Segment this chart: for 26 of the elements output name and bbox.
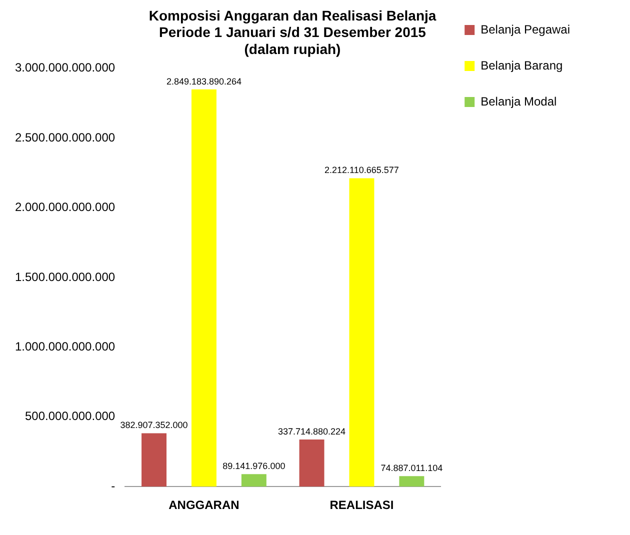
bar [142, 433, 167, 487]
data-label: 2.212.110.665.577 [324, 165, 399, 176]
y-tick-label: - [111, 478, 116, 493]
data-label: 2.849.183.890.264 [166, 76, 242, 86]
bar [349, 178, 374, 487]
bar [191, 89, 216, 487]
legend-label: Belanja Modal [480, 94, 557, 108]
legend-label: Belanja Pegawai [480, 22, 570, 36]
y-tick-label: 1.500.000.000.000 [14, 270, 116, 284]
data-label: 74.887.011.104 [380, 463, 443, 474]
bar [299, 440, 324, 487]
chart-title: Komposisi Anggaran dan Realisasi Belanja [148, 7, 436, 24]
data-label: 89.141.976.000 [222, 461, 286, 472]
x-tick-label: ANGGARAN [168, 498, 240, 512]
y-tick-label: 1.000.000.000.000 [14, 340, 116, 354]
y-tick-label: 2.500.000.000.000 [14, 130, 116, 144]
bar [399, 476, 424, 487]
data-label: 382.907.352.000 [120, 420, 188, 430]
chart-subtitle: Periode 1 Januari s/d 31 Desember 2015 (dalam rupiah) [159, 24, 426, 57]
bar [241, 474, 266, 487]
legend-label: Belanja Barang [480, 58, 563, 72]
y-tick-label: 2.000.000.000.000 [14, 200, 116, 214]
y-tick-label: 3.000.000.000.000 [14, 60, 116, 75]
y-tick-label: 500.000.000.000 [25, 409, 116, 424]
data-label: 337.714.880.224 [278, 426, 346, 437]
x-tick-label: REALISASI [330, 498, 394, 512]
